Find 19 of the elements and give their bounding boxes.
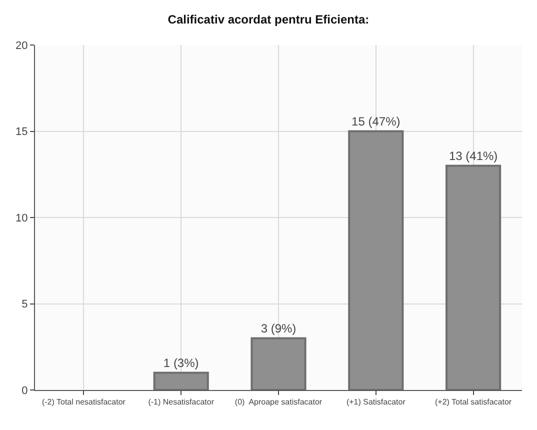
x-tick-label: (-2) Total nesatisfacator <box>42 398 126 407</box>
data-label: 3 (9%) <box>260 321 296 336</box>
y-tick-label: 0 <box>22 384 28 397</box>
x-tick-label: (+2) Total satisfacator <box>435 398 512 407</box>
y-tick-label: 5 <box>22 298 28 311</box>
bar <box>250 337 306 390</box>
bar <box>153 372 209 390</box>
data-label: 15 (47%) <box>352 114 400 128</box>
x-tick-label: (-1) Nesatisfacator <box>148 398 214 407</box>
data-label: 1 (3%) <box>163 356 199 370</box>
bar <box>348 130 404 390</box>
bar <box>446 164 502 390</box>
x-tick-label: (0) Aproape satisfacator <box>234 398 322 407</box>
data-label: 13 (41%) <box>448 148 498 163</box>
y-tick-label: 10 <box>16 212 28 224</box>
y-tick-label: 15 <box>16 126 28 138</box>
x-tick-label: (+1) Satisfacator <box>346 398 406 407</box>
y-tick-label: 20 <box>16 40 28 52</box>
chart-title: Calificativ acordat pentru Eficienta: <box>168 12 370 26</box>
